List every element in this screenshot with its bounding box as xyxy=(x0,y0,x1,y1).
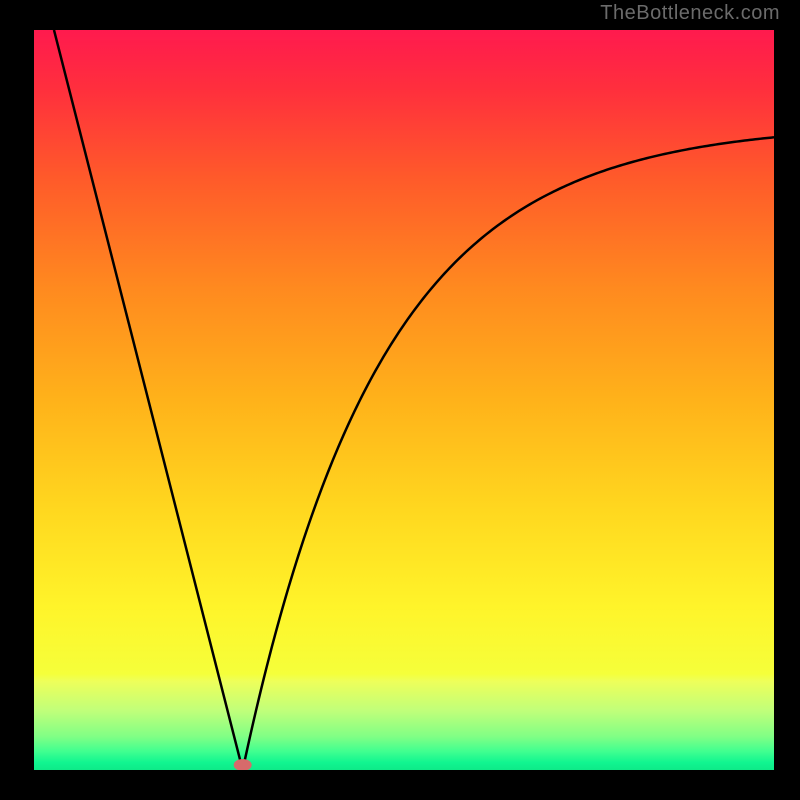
chart-svg xyxy=(34,30,774,770)
bottleneck-curve-chart xyxy=(34,30,774,770)
gradient-background xyxy=(34,30,774,770)
watermark-text: TheBottleneck.com xyxy=(600,2,780,25)
